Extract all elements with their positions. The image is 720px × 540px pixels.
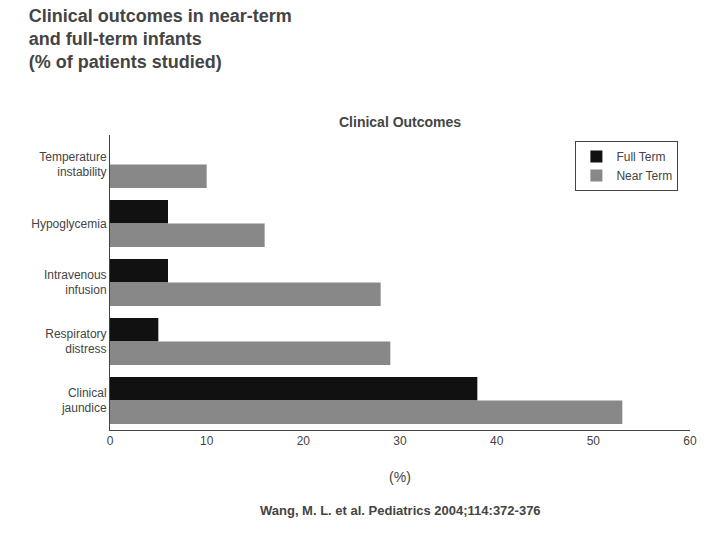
svg-text:Intravenousinfusion: Intravenousinfusion <box>44 268 107 298</box>
svg-text:Wang, M. L. et al. Pediatrics: Wang, M. L. et al. Pediatrics 2004;114:3… <box>260 503 541 518</box>
svg-text:Clinical Outcomes: Clinical Outcomes <box>339 114 461 130</box>
svg-text:Clinicaljaundice: Clinicaljaundice <box>61 386 107 416</box>
svg-text:Hypoglycemia: Hypoglycemia <box>31 217 107 231</box>
svg-text:50: 50 <box>587 434 601 448</box>
svg-text:Near Term: Near Term <box>616 169 672 183</box>
svg-text:Respiratorydistress: Respiratorydistress <box>45 327 106 357</box>
svg-text:60: 60 <box>683 434 697 448</box>
svg-text:0: 0 <box>107 434 114 448</box>
svg-text:20: 20 <box>297 434 311 448</box>
svg-text:30: 30 <box>393 434 407 448</box>
svg-text:Temperatureinstability: Temperatureinstability <box>39 150 107 180</box>
svg-text:40: 40 <box>490 434 504 448</box>
svg-text:10: 10 <box>200 434 214 448</box>
svg-text:Clinical outcomes in near-term: Clinical outcomes in near-termand full-t… <box>29 6 292 73</box>
svg-text:(%): (%) <box>389 469 411 485</box>
svg-text:Full Term: Full Term <box>616 150 665 164</box>
